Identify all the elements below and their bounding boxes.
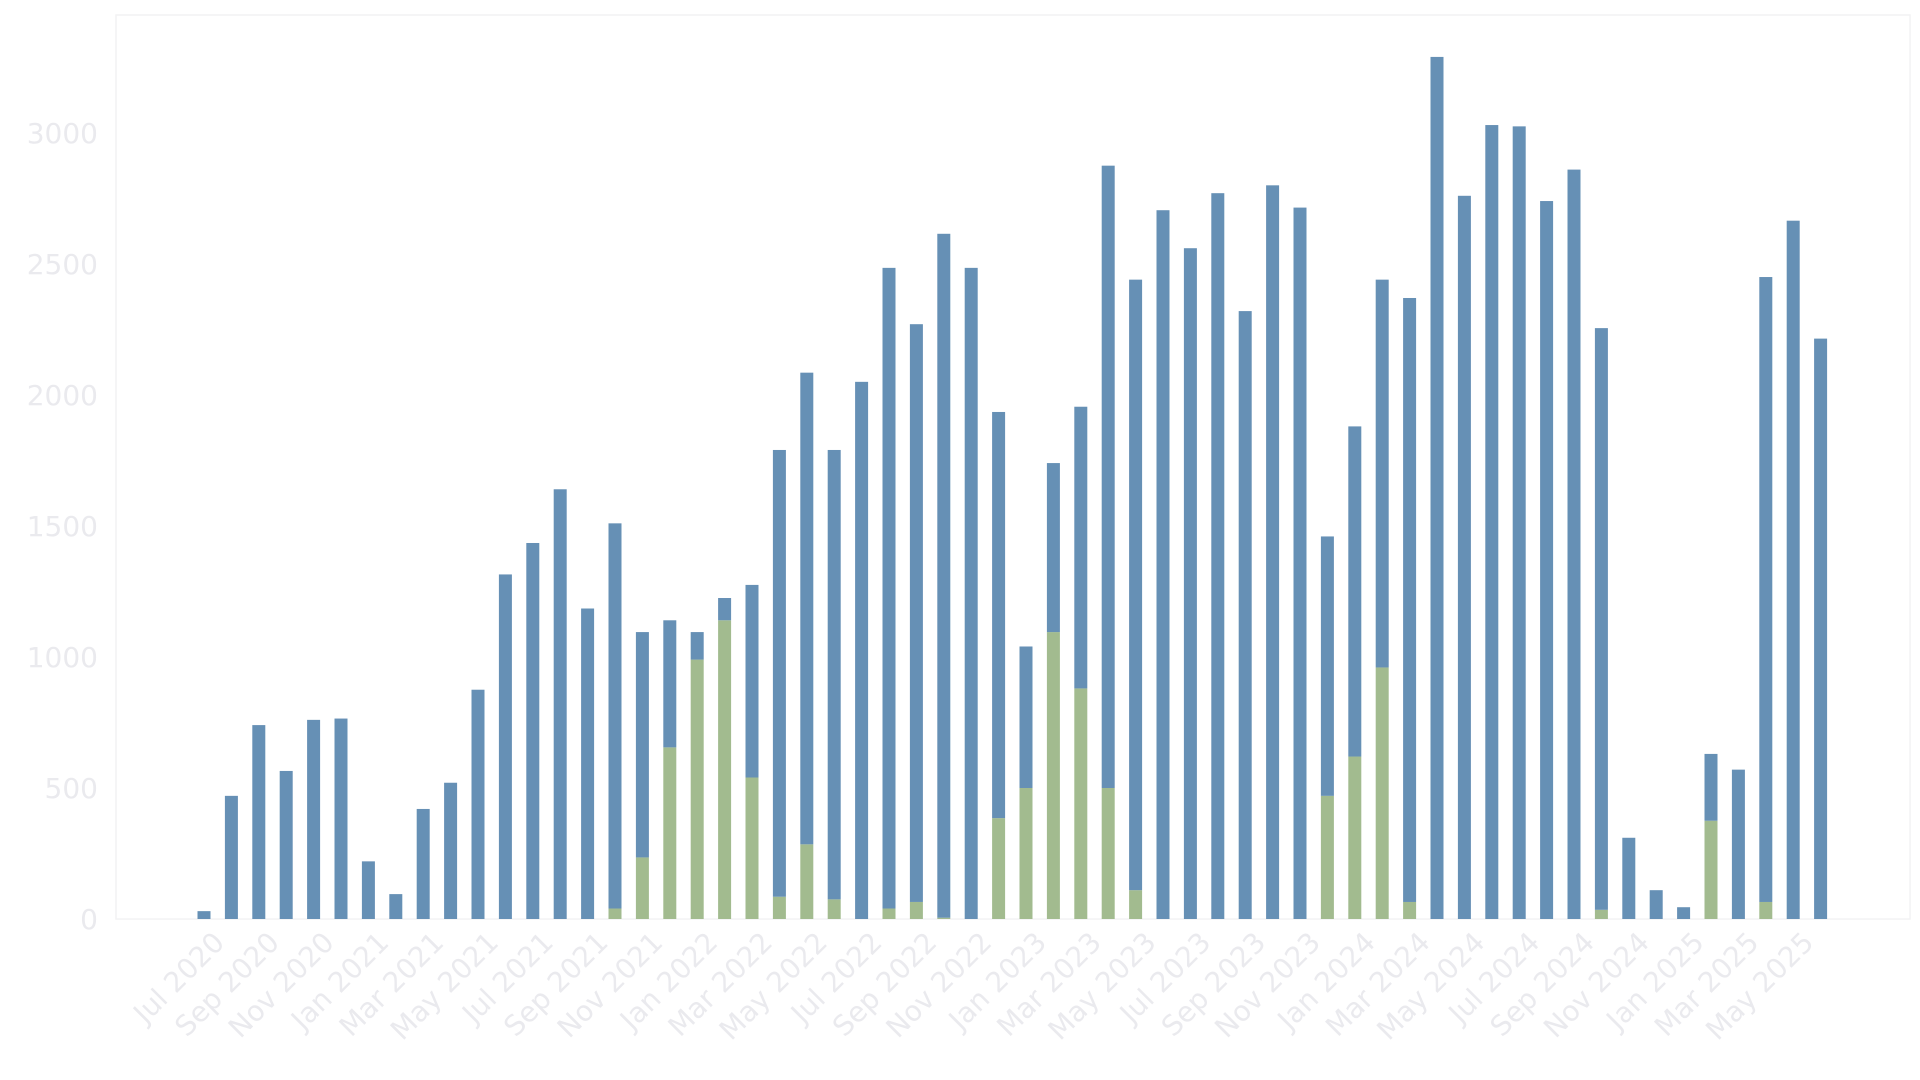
bar-segment-s0-may-2023 — [1129, 890, 1143, 919]
bar-segment-s1-dec-2022 — [992, 411, 1006, 819]
bar-segment-s1-sep-2024 — [1567, 169, 1581, 920]
bar-segment-s1-may-2021 — [471, 689, 485, 919]
bar-segment-s1-may-2023 — [1129, 279, 1143, 891]
bar-segment-s0-aug-2022 — [882, 908, 896, 919]
bars-layer — [197, 56, 1828, 920]
bar-segment-s1-jul-2022 — [855, 381, 869, 920]
bar-segment-s1-may-2024 — [1457, 195, 1471, 920]
y-tick-label: 0 — [80, 903, 98, 936]
bar-segment-s1-mar-2025 — [1731, 769, 1745, 919]
bar-segment-s1-apr-2024 — [1430, 56, 1444, 920]
bar-segment-s1-nov-2024 — [1622, 837, 1636, 919]
bar-segment-s1-jul-2024 — [1512, 126, 1526, 920]
bar-segment-s1-nov-2020 — [307, 719, 321, 919]
bar-segment-s1-aug-2022 — [882, 267, 896, 909]
bar-segment-s1-aug-2021 — [553, 489, 567, 919]
bar-segment-s1-mar-2022 — [745, 584, 759, 778]
bar-segment-s1-dec-2024 — [1649, 890, 1663, 919]
y-tick-label: 2000 — [27, 379, 98, 412]
bar-segment-s0-dec-2023 — [1320, 795, 1334, 919]
bar-segment-s1-jan-2024 — [1348, 426, 1362, 757]
bar-segment-s0-feb-2022 — [718, 620, 732, 919]
bar-segment-s1-mar-2021 — [416, 808, 430, 919]
bar-segment-s0-dec-2021 — [663, 747, 677, 919]
bar-segment-s0-apr-2023 — [1101, 787, 1115, 919]
bar-segment-s1-nov-2021 — [635, 632, 649, 858]
bar-segment-s1-oct-2021 — [608, 523, 622, 909]
bar-segment-s1-mar-2024 — [1403, 297, 1417, 902]
bar-segment-s1-apr-2025 — [1759, 277, 1773, 902]
bar-segment-s0-oct-2021 — [608, 908, 622, 919]
bar-segment-s0-mar-2022 — [745, 777, 759, 919]
bar-segment-s0-nov-2021 — [635, 857, 649, 919]
bar-segment-s1-feb-2025 — [1704, 753, 1718, 821]
bar-segment-s1-jun-2025 — [1814, 338, 1828, 919]
bar-segment-s0-jan-2024 — [1348, 756, 1362, 919]
bar-segment-s0-oct-2022 — [937, 917, 951, 919]
bar-segment-s1-mar-2023 — [1074, 406, 1088, 689]
bar-segment-s0-feb-2024 — [1375, 667, 1389, 919]
bar-segment-s0-jun-2022 — [827, 899, 841, 919]
plot-area-frame — [115, 14, 1911, 920]
y-tick-label: 1000 — [27, 641, 98, 674]
bar-segment-s1-oct-2022 — [937, 233, 951, 918]
bar-segment-s1-oct-2020 — [279, 770, 293, 919]
bar-segment-s1-jun-2021 — [498, 574, 512, 919]
bar-segment-s1-apr-2021 — [444, 782, 458, 919]
bar-segment-s1-dec-2021 — [663, 620, 677, 748]
bar-segment-s1-feb-2023 — [1046, 463, 1060, 633]
bar-segment-s1-sep-2022 — [909, 324, 923, 902]
bar-segment-s0-mar-2024 — [1403, 901, 1417, 919]
bar-segment-s0-oct-2024 — [1594, 909, 1608, 919]
bar-segment-s1-feb-2024 — [1375, 279, 1389, 668]
bar-segment-s0-apr-2025 — [1759, 901, 1773, 919]
bar-segment-s1-jul-2023 — [1183, 248, 1197, 919]
bar-segment-s1-dec-2020 — [334, 718, 348, 919]
y-tick-label: 500 — [45, 772, 98, 805]
y-tick-label: 2500 — [27, 248, 98, 281]
bar-segment-s0-jan-2022 — [690, 659, 704, 919]
bar-segment-s1-dec-2023 — [1320, 536, 1334, 796]
bar-segment-s1-jan-2025 — [1677, 907, 1691, 919]
bar-segment-s1-sep-2021 — [581, 608, 595, 919]
bar-segment-s1-jul-2021 — [526, 542, 540, 919]
bar-segment-s1-jan-2022 — [690, 632, 704, 660]
bar-segment-s1-sep-2020 — [252, 725, 266, 919]
bar-segment-s1-oct-2024 — [1594, 328, 1608, 910]
y-tick-label: 1500 — [27, 510, 98, 543]
bar-segment-s1-apr-2022 — [772, 449, 786, 897]
bar-segment-s1-aug-2024 — [1540, 201, 1554, 920]
bar-segment-s1-jan-2021 — [361, 861, 375, 919]
bar-segment-s1-aug-2023 — [1211, 193, 1225, 919]
bar-segment-s0-apr-2022 — [772, 896, 786, 919]
bar-segment-s1-nov-2022 — [964, 267, 978, 919]
bar-segment-s0-jan-2023 — [1019, 787, 1033, 919]
y-axis-ticks: 0 500 1000 1500 2000 2500 3000 — [27, 117, 98, 936]
bar-segment-s1-aug-2020 — [224, 795, 238, 919]
bar-segment-s1-feb-2021 — [389, 894, 403, 919]
bar-segment-s0-feb-2025 — [1704, 820, 1718, 919]
bar-segment-s0-dec-2022 — [992, 818, 1006, 919]
bar-segment-s1-jan-2023 — [1019, 646, 1033, 788]
bar-segment-s1-may-2022 — [800, 372, 814, 845]
bar-segment-s1-jul-2020 — [197, 911, 211, 919]
bar-segment-s1-jun-2023 — [1156, 210, 1170, 919]
bar-segment-s0-mar-2023 — [1074, 688, 1088, 919]
bar-segment-s1-jun-2024 — [1485, 125, 1499, 920]
bar-segment-s1-jun-2022 — [827, 449, 841, 900]
bar-segment-s0-may-2022 — [800, 844, 814, 919]
bar-segment-s1-sep-2023 — [1238, 311, 1252, 920]
bar-segment-s0-sep-2022 — [909, 901, 923, 919]
bar-segment-s1-oct-2023 — [1266, 185, 1280, 919]
bar-segment-s0-feb-2023 — [1046, 632, 1060, 919]
bar-segment-s1-may-2025 — [1786, 220, 1800, 919]
y-tick-label: 3000 — [27, 117, 98, 150]
bar-segment-s1-nov-2023 — [1293, 207, 1307, 920]
bar-segment-s1-feb-2022 — [718, 598, 732, 621]
bar-segment-s1-apr-2023 — [1101, 165, 1115, 788]
